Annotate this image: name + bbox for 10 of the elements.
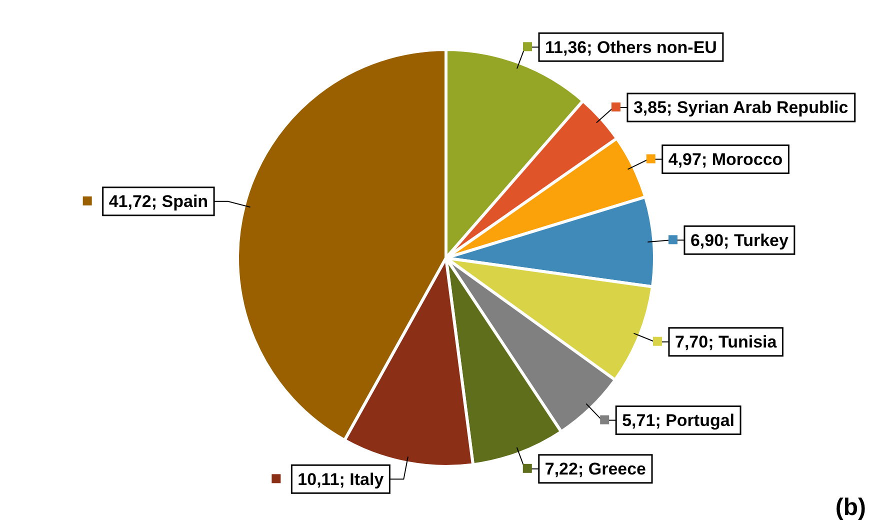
legend-label: 3,85; Syrian Arab Republic: [633, 98, 848, 118]
legend-label: 11,36; Others non-EU: [545, 38, 717, 57]
legend-label: 10,11; Italy: [298, 470, 384, 489]
legend-label: 41,72; Spain: [108, 192, 208, 212]
legend-label: 7,22; Greece: [544, 460, 646, 479]
legend-label: 4,97; Morocco: [668, 150, 783, 169]
text: (b): [835, 494, 866, 522]
legend-label: 7,70; Tunisia: [674, 332, 778, 352]
legend-label: 5,71; Portugal: [622, 410, 735, 430]
legend-label: 6,90; Turkey: [690, 230, 789, 250]
